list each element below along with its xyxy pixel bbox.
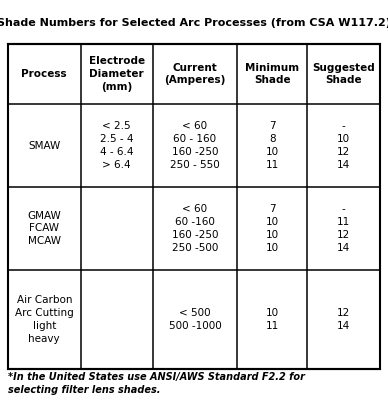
Text: SMAW: SMAW (28, 140, 61, 150)
Text: GMAW
FCAW
MCAW: GMAW FCAW MCAW (28, 211, 61, 246)
Text: 7
10
10
10: 7 10 10 10 (265, 204, 279, 253)
Text: Minimum
Shade: Minimum Shade (245, 63, 299, 85)
Bar (8, 44, 380, 369)
Text: < 60
60 - 160
160 -250
250 - 550: < 60 60 - 160 160 -250 250 - 550 (170, 122, 220, 170)
Text: Air Carbon
Arc Cutting
light
heavy: Air Carbon Arc Cutting light heavy (15, 295, 74, 344)
Text: < 2.5
2.5 - 4
4 - 6.4
> 6.4: < 2.5 2.5 - 4 4 - 6.4 > 6.4 (100, 122, 133, 170)
Text: Suggested
Shade: Suggested Shade (312, 63, 375, 85)
Text: 10
11: 10 11 (265, 308, 279, 331)
Text: Electrode
Diameter
(mm): Electrode Diameter (mm) (89, 56, 145, 92)
Text: 12
14: 12 14 (337, 308, 350, 331)
Text: < 500
500 -1000: < 500 500 -1000 (168, 308, 221, 331)
Text: -
10
12
14: - 10 12 14 (337, 122, 350, 170)
Text: < 60
60 -160
160 -250
250 -500: < 60 60 -160 160 -250 250 -500 (171, 204, 218, 253)
Text: Process: Process (21, 69, 67, 79)
Text: Current
(Amperes): Current (Amperes) (164, 63, 225, 85)
Text: Shade Numbers for Selected Arc Processes (from CSA W117.2): Shade Numbers for Selected Arc Processes… (0, 18, 388, 28)
Text: *In the United States use ANSI/AWS Standard F2.2 for
selecting filter lens shade: *In the United States use ANSI/AWS Stand… (8, 372, 305, 395)
Text: -
11
12
14: - 11 12 14 (337, 204, 350, 253)
Text: 7
8
10
11: 7 8 10 11 (265, 122, 279, 170)
